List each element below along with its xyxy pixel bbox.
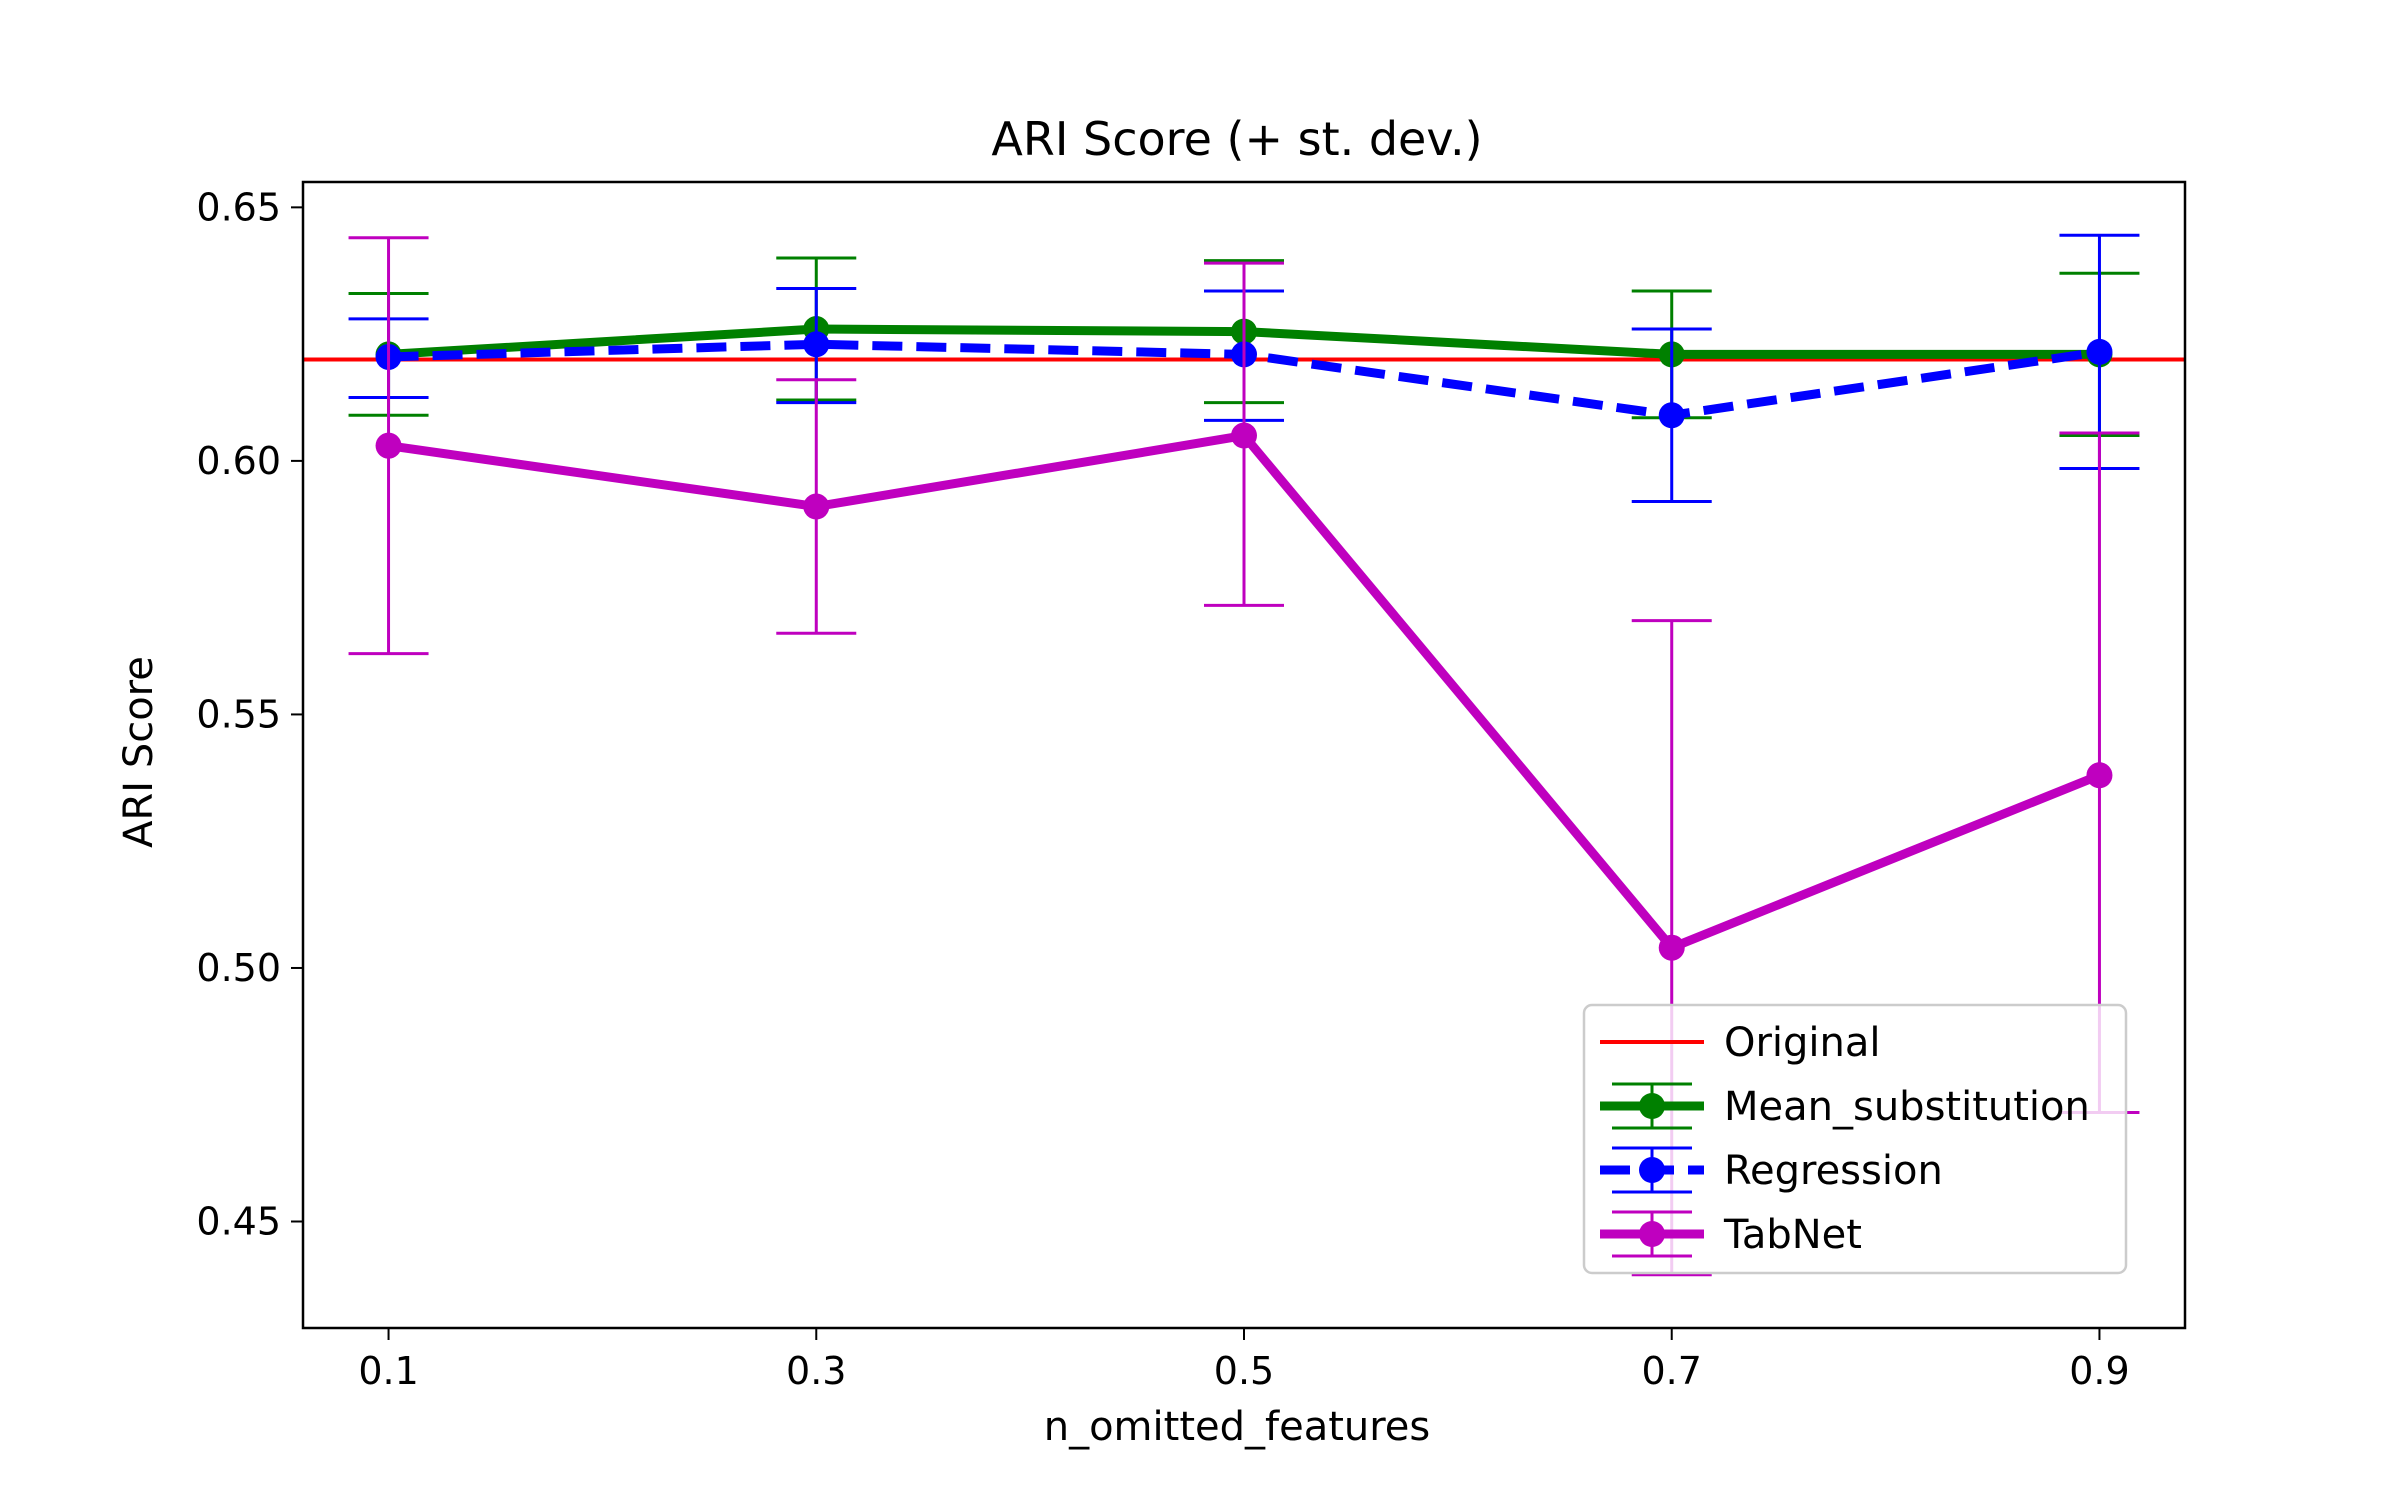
y-axis-label: ARI Score [116,656,162,848]
legend-label-tabnet: TabNet [1723,1212,1862,1258]
x-tick-label: 0.3 [786,1349,846,1393]
plot-area: 0.1 0.3 0.5 0.7 0.9 0.45 0.50 0.55 0.60 0.65 [196,180,2187,1393]
y-tick-label: 0.50 [196,946,281,990]
legend-label-original: Original [1724,1020,1881,1066]
data-point-tabnet [803,493,830,520]
data-point-regression [803,331,830,358]
x-axis-label: n_omitted_features [1044,1404,1431,1450]
legend-label-regression: Regression [1724,1148,1943,1194]
legend-label-mean-substitution: Mean_substitution [1724,1084,2090,1130]
legend-box [1582,1003,2128,1275]
plot-frame [301,180,2187,1330]
legend-marker-mean-substitution [1639,1093,1665,1119]
legend-marker-regression [1639,1157,1665,1183]
legend: Original Mean_substitution Regression TabNe… [1582,1003,2128,1275]
x-tick-label: 0.1 [358,1349,418,1393]
x-tick-label: 0.9 [2069,1349,2129,1393]
data-point-regression [1658,402,1685,429]
data-point-tabnet [1231,422,1257,449]
y-tick-label: 0.65 [196,185,281,229]
y-tick-label: 0.55 [196,692,281,736]
data-point-tabnet [375,432,402,459]
data-point-regression [2086,338,2113,365]
data-point-tabnet [1658,934,1685,961]
chart-title: ARI Score (+ st. dev.) [991,112,1482,166]
y-tick-label: 0.60 [196,439,281,483]
y-tick-label: 0.45 [196,1200,281,1244]
data-point-tabnet [2086,762,2113,789]
legend-marker-tabnet [1639,1221,1665,1247]
series-tabnet [348,236,2140,1277]
x-tick-label: 0.5 [1214,1349,1274,1393]
x-tick-label: 0.7 [1642,1349,1702,1393]
